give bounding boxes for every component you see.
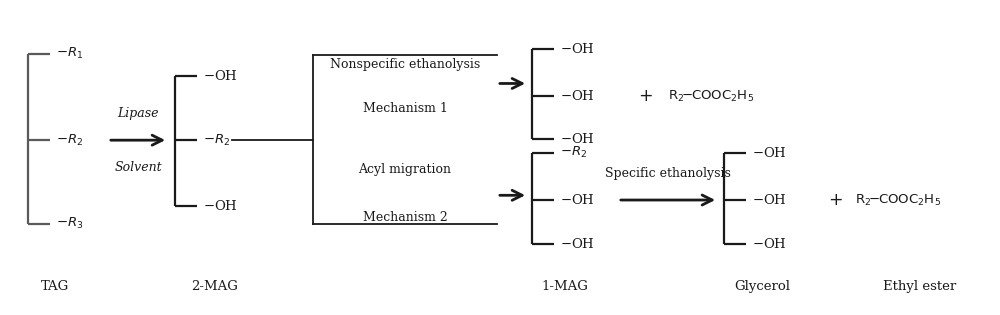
Text: 2-MAG: 2-MAG [192, 280, 238, 293]
Text: Ethyl ester: Ethyl ester [883, 280, 957, 293]
Text: $-$OH: $-$OH [203, 199, 238, 213]
Text: Nonspecific ethanolysis: Nonspecific ethanolysis [330, 58, 480, 71]
Text: $-R_2$: $-R_2$ [56, 133, 83, 148]
Text: $-$OH: $-$OH [560, 42, 595, 56]
Text: $-R_2$: $-R_2$ [560, 145, 587, 160]
Text: $-$OH: $-$OH [560, 132, 595, 146]
Text: Mechanism 1: Mechanism 1 [363, 102, 447, 115]
Text: $-$OH: $-$OH [560, 237, 595, 251]
Text: $+$: $+$ [828, 191, 842, 209]
Text: $-$OH: $-$OH [203, 69, 238, 83]
Text: Acyl migration: Acyl migration [358, 163, 452, 176]
Text: $-$OH: $-$OH [752, 146, 787, 160]
Text: $+$: $+$ [638, 87, 652, 105]
Text: $-$OH: $-$OH [752, 193, 787, 207]
Text: $-R_1$: $-R_1$ [56, 46, 83, 61]
Text: Mechanism 2: Mechanism 2 [363, 211, 447, 224]
Text: Solvent: Solvent [114, 161, 162, 174]
Text: $\mathrm{R_2\!\!-\!\!COOC_2H_5}$: $\mathrm{R_2\!\!-\!\!COOC_2H_5}$ [668, 89, 754, 104]
Text: Glycerol: Glycerol [734, 280, 790, 293]
Text: $\mathrm{R_2\!\!-\!\!COOC_2H_5}$: $\mathrm{R_2\!\!-\!\!COOC_2H_5}$ [855, 192, 941, 208]
Text: $-R_2$: $-R_2$ [203, 133, 230, 148]
Text: 1-MAG: 1-MAG [542, 280, 588, 293]
Text: Specific ethanolysis: Specific ethanolysis [605, 167, 731, 180]
Text: $-R_3$: $-R_3$ [56, 216, 83, 231]
Text: $-$OH: $-$OH [560, 89, 595, 103]
Text: $-$OH: $-$OH [752, 237, 787, 251]
Text: TAG: TAG [41, 280, 69, 293]
Text: Lipase: Lipase [117, 107, 159, 120]
Text: $-$OH: $-$OH [560, 193, 595, 207]
